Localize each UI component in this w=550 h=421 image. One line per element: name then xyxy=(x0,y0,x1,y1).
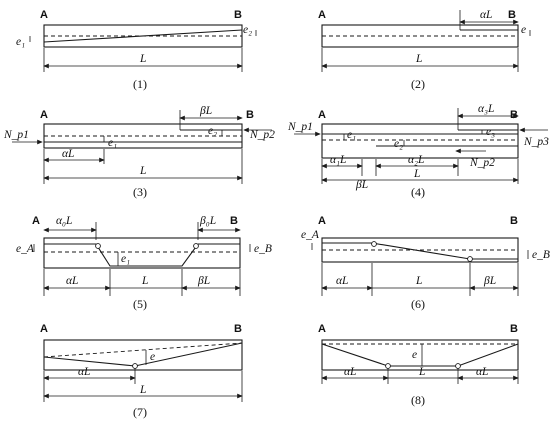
tendon-profile xyxy=(321,343,519,367)
ecc-label-e2: e₂ xyxy=(394,138,403,150)
beam xyxy=(43,237,241,269)
tendon-profile xyxy=(43,29,243,43)
end-label-b: B xyxy=(510,215,518,227)
ecc-label-e2: e₂ xyxy=(243,24,252,36)
end-label-b: B xyxy=(234,9,242,21)
ecc-label-e1: e₁ xyxy=(121,253,130,265)
caption-6: (6) xyxy=(411,297,425,311)
beam xyxy=(43,339,243,371)
deviator-point xyxy=(385,363,391,369)
diagram-5: A B α₀L β₀L e_A e_B e₁ αL L βL (5) xyxy=(16,215,272,311)
a2L-label: α₂L xyxy=(408,154,424,166)
end-label-a: A xyxy=(40,9,48,21)
bL-label: βL xyxy=(355,179,368,191)
bL-label: βL xyxy=(199,105,212,117)
ecc-label-e1: e₁ xyxy=(16,36,25,48)
end-label-b: B xyxy=(230,215,238,227)
bL-label: βL xyxy=(483,275,496,287)
deviator-point xyxy=(132,363,138,369)
diagram-4: A B α₃L e₁ e₂ e₃ N_p1 N_p3 N_p2 α₁L α₂L … xyxy=(287,103,549,199)
end-label-b: B xyxy=(234,323,242,335)
caption-2: (2) xyxy=(411,77,425,91)
tendon-profile xyxy=(44,243,240,267)
caption-7: (7) xyxy=(133,405,147,419)
force-label-np2: N_p2 xyxy=(249,129,275,141)
end-label-a: A xyxy=(318,323,326,335)
ecc-label-e2: e₂ xyxy=(208,125,217,137)
caption-1: (1) xyxy=(133,77,147,91)
deviator-point xyxy=(467,256,473,262)
end-label-b: B xyxy=(510,323,518,335)
force-label-np2: N_p2 xyxy=(469,157,495,169)
diagram-2: A B αL e L (2) xyxy=(318,9,531,91)
aL-label: αL xyxy=(336,275,348,287)
diagram-3: A B βL e₂ e₁ N_p1 N_p2 αL L (3) xyxy=(3,105,275,199)
end-label-b: B xyxy=(246,109,254,121)
ecc-label-e: e xyxy=(412,349,417,361)
ecc-label-eB: e_B xyxy=(532,249,550,261)
beam xyxy=(321,339,519,371)
centroid-line xyxy=(43,342,243,358)
length-label: L xyxy=(141,275,148,287)
end-label-b: B xyxy=(510,109,518,121)
a1L-label: α₁L xyxy=(330,154,346,166)
tendon-profile xyxy=(322,242,518,260)
ecc-label-e: e xyxy=(150,351,155,363)
aL-label: αL xyxy=(62,148,74,160)
ecc-label-e3: e₃ xyxy=(486,126,495,138)
ecc-label-eB: e_B xyxy=(254,243,272,255)
diagram-8: A B e αL L αL (8) xyxy=(318,323,519,407)
deviator-point xyxy=(455,363,461,369)
force-label-np1: N_p1 xyxy=(287,121,313,133)
end-label-a: A xyxy=(40,109,48,121)
aL-label-right: αL xyxy=(476,366,488,378)
ecc-label-e: e xyxy=(521,24,526,36)
bL-label: βL xyxy=(197,275,210,287)
deviator-point xyxy=(95,243,101,249)
b0L-label: β₀L xyxy=(199,215,216,227)
aL-label: αL xyxy=(66,275,78,287)
length-label: L xyxy=(139,165,146,177)
ecc-label-eA: e_A xyxy=(301,229,320,241)
beam xyxy=(321,123,519,159)
length-label: L xyxy=(139,53,146,65)
ecc-label-eA: e_A xyxy=(16,243,35,255)
ecc-label-e1: e₁ xyxy=(108,137,117,149)
caption-3: (3) xyxy=(133,185,147,199)
aL-label-left: αL xyxy=(344,366,356,378)
aL-label: αL xyxy=(480,9,492,21)
end-label-a: A xyxy=(318,109,326,121)
ecc-label-e1: e₁ xyxy=(347,129,356,141)
length-label: L xyxy=(418,366,425,378)
diagram-6: A B e_A e_B αL L βL (6) xyxy=(301,215,550,311)
force-label-np3: N_p3 xyxy=(523,136,549,148)
end-label-b: B xyxy=(508,9,516,21)
deviator-point xyxy=(193,243,199,249)
length-label: L xyxy=(413,168,420,180)
caption-8: (8) xyxy=(411,393,425,407)
force-label-np1: N_p1 xyxy=(3,129,29,141)
end-label-a: A xyxy=(32,215,40,227)
deviator-point xyxy=(371,241,377,247)
aL-label: αL xyxy=(78,366,90,378)
caption-5: (5) xyxy=(133,297,147,311)
length-label: L xyxy=(415,53,422,65)
end-label-a: A xyxy=(318,215,326,227)
end-label-a: A xyxy=(40,323,48,335)
a3L-label: α₃L xyxy=(478,103,494,115)
length-label: L xyxy=(139,384,146,396)
length-label: L xyxy=(415,275,422,287)
caption-4: (4) xyxy=(411,185,425,199)
end-label-a: A xyxy=(318,9,326,21)
diagram-7: A B e αL L (7) xyxy=(40,323,243,419)
diagram-1: A B e₁ e₂ L (1) xyxy=(16,9,257,91)
a0L-label: α₀L xyxy=(56,215,72,227)
